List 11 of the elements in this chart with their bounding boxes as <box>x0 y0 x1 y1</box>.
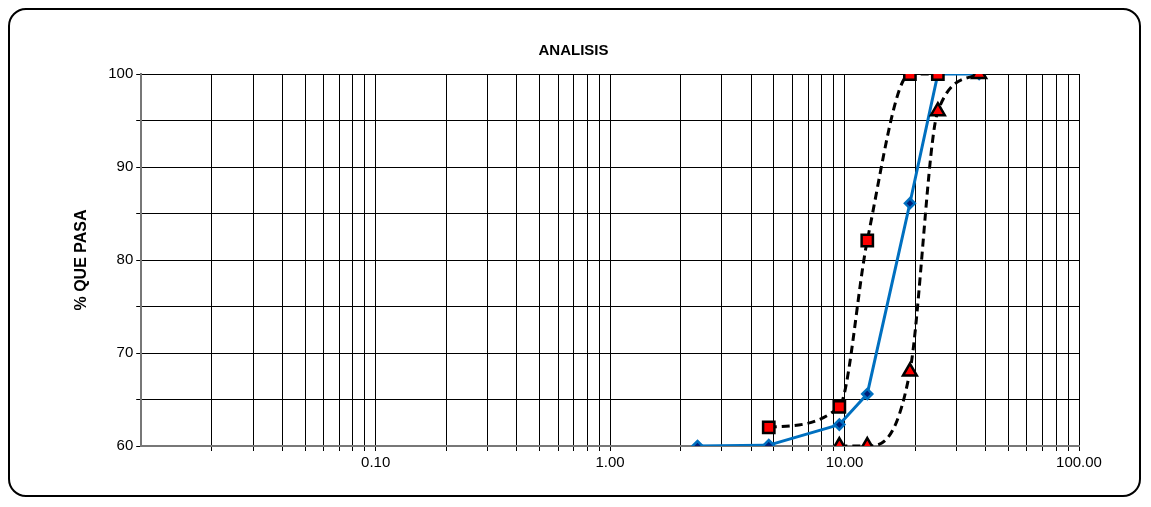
x-tick-label: 100.00 <box>1056 453 1102 471</box>
y-tick-label: 60 <box>116 436 134 454</box>
chart-title: ANALISIS <box>538 41 609 59</box>
y-tick-label: 70 <box>116 343 134 361</box>
y-tick-label: 80 <box>116 250 134 268</box>
x-tick-label: 10.00 <box>825 453 864 471</box>
y-tick-label: 100 <box>108 64 134 82</box>
y-axis-title: % QUE PASA <box>72 209 90 311</box>
x-tick-label: 1.00 <box>595 453 625 471</box>
y-tick-label: 90 <box>116 157 134 175</box>
x-tick-label: 0.10 <box>361 453 391 471</box>
